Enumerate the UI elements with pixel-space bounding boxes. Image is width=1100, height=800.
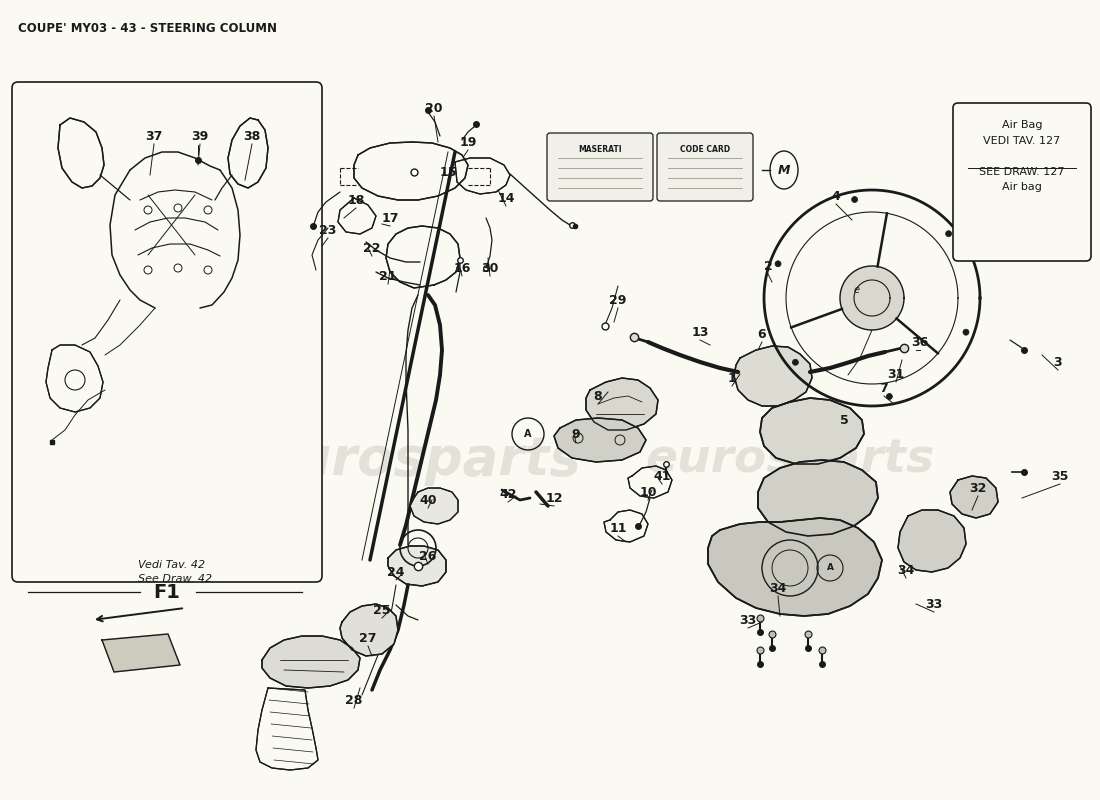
Text: Vedi Tav. 42
See Draw. 42: Vedi Tav. 42 See Draw. 42 <box>138 560 212 584</box>
Text: A: A <box>826 563 834 573</box>
Polygon shape <box>554 418 646 462</box>
Text: 25: 25 <box>373 603 390 617</box>
Text: 18: 18 <box>348 194 365 206</box>
FancyBboxPatch shape <box>547 133 653 201</box>
Text: 32: 32 <box>969 482 987 494</box>
Text: 2: 2 <box>763 259 772 273</box>
Text: 12: 12 <box>546 491 563 505</box>
FancyBboxPatch shape <box>657 133 754 201</box>
Text: 27: 27 <box>360 631 376 645</box>
Text: 19: 19 <box>460 135 476 149</box>
Text: 17: 17 <box>382 211 398 225</box>
Text: 24: 24 <box>387 566 405 578</box>
Circle shape <box>962 330 969 335</box>
Text: 35: 35 <box>1052 470 1069 482</box>
Text: 11: 11 <box>609 522 627 534</box>
Polygon shape <box>840 266 904 330</box>
Text: eurosparts: eurosparts <box>258 434 582 486</box>
Circle shape <box>946 230 952 237</box>
Text: F1: F1 <box>154 582 180 602</box>
Polygon shape <box>898 510 966 572</box>
Text: 14: 14 <box>497 191 515 205</box>
Polygon shape <box>708 518 882 616</box>
Text: 33: 33 <box>925 598 943 610</box>
Polygon shape <box>388 546 446 586</box>
Text: 13: 13 <box>691 326 708 338</box>
Text: 16: 16 <box>453 262 471 274</box>
Circle shape <box>887 394 892 399</box>
Polygon shape <box>340 604 398 656</box>
Circle shape <box>776 261 781 266</box>
Polygon shape <box>760 398 864 464</box>
Text: 34: 34 <box>769 582 786 594</box>
Text: 33: 33 <box>739 614 757 626</box>
Text: e: e <box>854 285 860 295</box>
FancyBboxPatch shape <box>12 82 322 582</box>
Text: 30: 30 <box>482 262 498 274</box>
Text: 22: 22 <box>363 242 381 254</box>
Text: 31: 31 <box>888 367 904 381</box>
Text: 1: 1 <box>727 371 736 385</box>
Polygon shape <box>950 476 998 518</box>
Text: 6: 6 <box>758 329 767 342</box>
Polygon shape <box>262 636 360 688</box>
Text: 21: 21 <box>379 270 397 282</box>
Text: 3: 3 <box>1054 355 1063 369</box>
Text: COUPE' MY03 - 43 - STEERING COLUMN: COUPE' MY03 - 43 - STEERING COLUMN <box>18 22 277 35</box>
Text: 40: 40 <box>419 494 437 506</box>
Circle shape <box>851 197 858 202</box>
Polygon shape <box>758 460 878 536</box>
Circle shape <box>792 359 799 366</box>
Text: 39: 39 <box>191 130 209 142</box>
Text: 26: 26 <box>419 550 437 562</box>
Text: 28: 28 <box>345 694 363 706</box>
Text: Air Bag
VEDI TAV. 127

SEE DRAW. 127
Air bag: Air Bag VEDI TAV. 127 SEE DRAW. 127 Air … <box>979 120 1065 192</box>
Text: M: M <box>778 163 790 177</box>
Text: CODE CARD: CODE CARD <box>680 145 730 154</box>
Text: MASERATI: MASERATI <box>579 145 621 154</box>
Text: 7: 7 <box>880 382 889 394</box>
Text: 8: 8 <box>594 390 603 402</box>
Polygon shape <box>410 488 458 524</box>
Text: 15: 15 <box>439 166 456 178</box>
FancyBboxPatch shape <box>953 103 1091 261</box>
Text: 23: 23 <box>319 223 337 237</box>
Text: 38: 38 <box>243 130 261 142</box>
Text: 9: 9 <box>572 429 581 442</box>
Text: 36: 36 <box>912 335 928 349</box>
Text: 5: 5 <box>839 414 848 426</box>
Text: 42: 42 <box>499 487 517 501</box>
Text: 10: 10 <box>639 486 657 498</box>
Text: eurosparts: eurosparts <box>646 438 935 482</box>
Text: 34: 34 <box>898 563 915 577</box>
Polygon shape <box>734 346 812 406</box>
Polygon shape <box>586 378 658 430</box>
Text: 37: 37 <box>145 130 163 142</box>
Text: 20: 20 <box>426 102 442 114</box>
Text: A: A <box>525 429 531 439</box>
Text: 41: 41 <box>653 470 671 482</box>
Polygon shape <box>102 634 180 672</box>
Text: 4: 4 <box>832 190 840 202</box>
Text: 29: 29 <box>609 294 627 306</box>
